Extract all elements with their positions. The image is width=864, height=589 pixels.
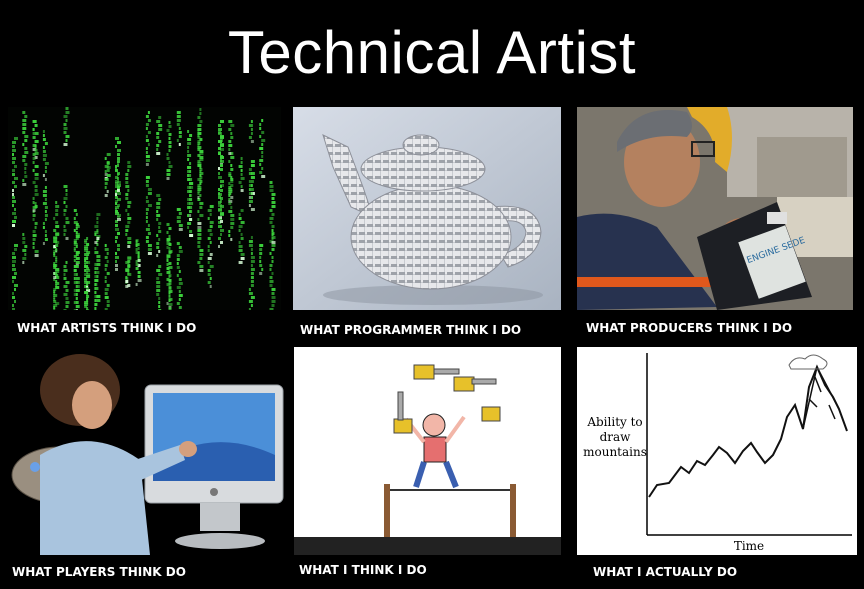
matrix-code-image <box>8 107 281 310</box>
mountains-sketch-image: Ability to draw mountains Time <box>577 347 857 555</box>
page-title: Technical Artist <box>227 19 637 86</box>
caption-artists: WHAT ARTISTS THINK I DO <box>17 321 197 335</box>
mechanic-oil-photo: ENGINE SEDE <box>577 107 853 310</box>
painter-graphic <box>11 354 284 555</box>
caption-actual: WHAT I ACTUALLY DO <box>593 565 738 579</box>
matrix-rain-graphic <box>12 107 276 310</box>
sketch-xlabel: Time <box>734 539 764 553</box>
sketch-ylabel-line3: mountains <box>583 445 647 459</box>
painter-computer-image <box>0 345 284 555</box>
chainsaw-juggler-image <box>294 347 561 555</box>
caption-programmer: WHAT PROGRAMMER THINK I DO <box>300 323 522 337</box>
caption-players: WHAT PLAYERS THINK DO <box>12 565 186 579</box>
voxel-teapot-image <box>293 107 561 310</box>
juggler-graphic <box>294 347 561 555</box>
caption-me: WHAT I THINK I DO <box>299 563 427 577</box>
teapot-graphic <box>293 107 561 310</box>
sketch-ylabel-line1: Ability to <box>586 415 642 429</box>
caption-producers: WHAT PRODUCERS THINK I DO <box>586 321 793 335</box>
sketch-ylabel-line2: draw <box>600 430 632 444</box>
mechanic-graphic: ENGINE SEDE <box>577 107 853 310</box>
mountain-graph-sketch: Ability to draw mountains Time <box>577 347 857 555</box>
